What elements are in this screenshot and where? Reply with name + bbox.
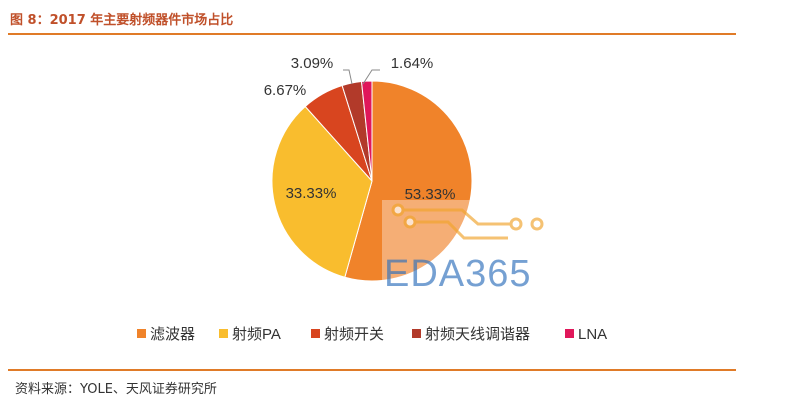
top-divider <box>8 33 736 35</box>
legend-swatch <box>412 329 421 338</box>
source-note: 资料来源：YOLE、天风证券研究所 <box>15 382 217 397</box>
leader-line <box>343 69 353 85</box>
watermark-text: EDA365 <box>384 253 532 295</box>
leader-line <box>362 69 380 85</box>
circuit-traces <box>398 208 516 240</box>
legend: 滤波器 射频PA 射频开关 射频天线调谐器 LNA <box>137 326 607 343</box>
data-label: 1.64% <box>391 55 434 72</box>
legend-label: LNA <box>578 326 607 343</box>
legend-swatch <box>311 329 320 338</box>
pie-slice <box>271 105 373 278</box>
data-label: 6.67% <box>264 82 307 99</box>
figure-title: 图 8：2017 年主要射频器件市场占比 <box>10 13 234 28</box>
data-label: 53.33% <box>405 186 456 203</box>
data-label: 3.09% <box>291 55 334 72</box>
legend-label: 射频天线调谐器 <box>425 326 530 343</box>
pie-slices <box>271 80 473 282</box>
legend-label: 射频PA <box>232 326 281 343</box>
circuit-nodes <box>391 203 544 231</box>
legend-swatch <box>219 329 228 338</box>
data-label: 33.33% <box>286 185 337 202</box>
leader-lines <box>343 69 380 85</box>
pie-slice <box>360 80 373 182</box>
legend-label: 滤波器 <box>150 326 195 343</box>
legend-label: 射频开关 <box>324 326 384 343</box>
watermark: EDA365 <box>382 200 558 295</box>
pie-slice <box>344 80 473 282</box>
data-labels: 53.33% 33.33% 6.67% 3.09% 1.64% <box>264 55 456 203</box>
bottom-divider <box>8 369 736 371</box>
legend-swatch <box>565 329 574 338</box>
legend-swatch <box>137 329 146 338</box>
